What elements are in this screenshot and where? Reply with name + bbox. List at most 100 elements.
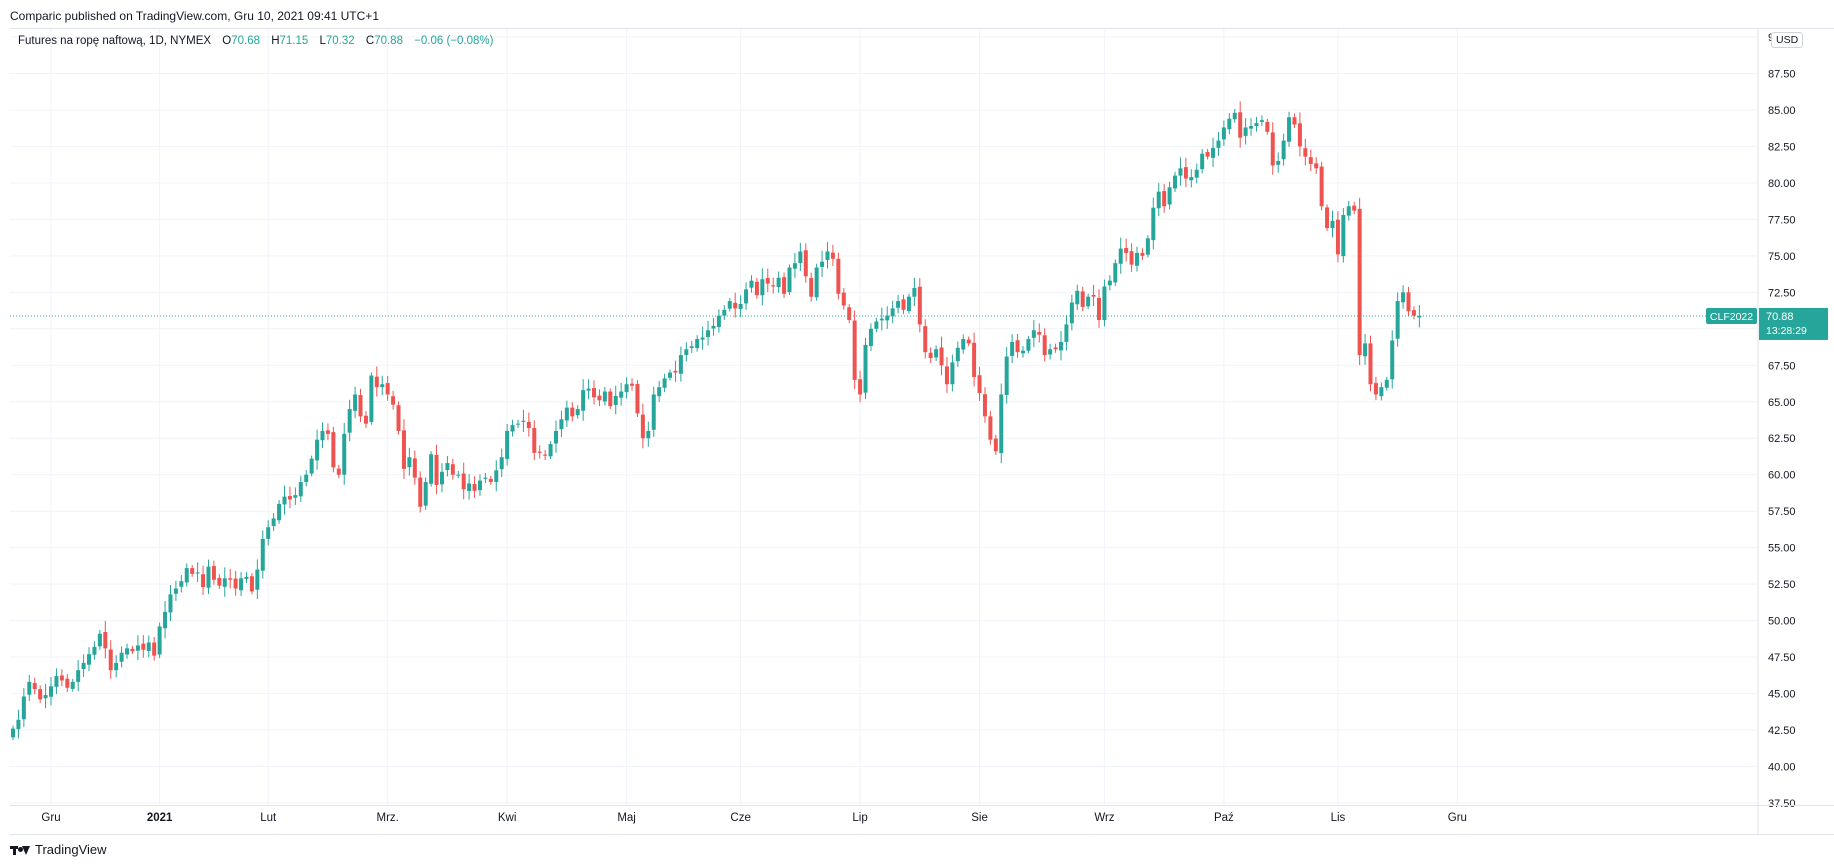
candle-body[interactable] xyxy=(906,296,911,312)
candle-body[interactable] xyxy=(814,267,819,298)
candle-body[interactable] xyxy=(602,391,607,402)
candle-body[interactable] xyxy=(260,538,265,571)
candle-body[interactable] xyxy=(1200,153,1205,170)
candle-body[interactable] xyxy=(1064,324,1069,342)
candle-body[interactable] xyxy=(1276,161,1281,165)
candle-body[interactable] xyxy=(146,642,151,651)
candle-body[interactable] xyxy=(874,321,879,329)
candle-body[interactable] xyxy=(87,654,92,665)
candle-body[interactable] xyxy=(217,578,222,586)
candle-body[interactable] xyxy=(1314,163,1319,169)
candle-body[interactable] xyxy=(890,308,895,317)
candle-body[interactable] xyxy=(439,471,444,485)
candle-body[interactable] xyxy=(515,423,520,425)
candle-body[interactable] xyxy=(733,302,738,309)
candle-body[interactable] xyxy=(532,428,537,453)
candle-body[interactable] xyxy=(939,347,944,366)
candle-body[interactable] xyxy=(744,289,749,304)
candle-body[interactable] xyxy=(787,267,792,293)
candle-body[interactable] xyxy=(640,414,645,439)
footer-brand[interactable]: TradingView xyxy=(10,842,107,857)
candle-body[interactable] xyxy=(1167,187,1172,205)
candle-body[interactable] xyxy=(1292,117,1297,125)
candle-body[interactable] xyxy=(858,379,863,395)
candle-body[interactable] xyxy=(374,376,379,388)
candle-body[interactable] xyxy=(673,370,678,373)
candle-body[interactable] xyxy=(803,250,808,277)
candle-body[interactable] xyxy=(1135,252,1140,266)
candle-body[interactable] xyxy=(336,468,341,475)
candle-body[interactable] xyxy=(1173,175,1178,189)
candle-body[interactable] xyxy=(521,420,526,422)
candle-body[interactable] xyxy=(999,394,1004,454)
candle-body[interactable] xyxy=(559,419,564,430)
candle-body[interactable] xyxy=(1259,120,1264,122)
candle-body[interactable] xyxy=(255,569,260,590)
candle-body[interactable] xyxy=(239,578,244,591)
candle-body[interactable] xyxy=(1183,167,1188,179)
candle-body[interactable] xyxy=(1091,294,1096,297)
candle-body[interactable] xyxy=(1406,292,1411,312)
candle-body[interactable] xyxy=(282,496,287,505)
candle-body[interactable] xyxy=(1341,215,1346,257)
candle-body[interactable] xyxy=(923,326,928,353)
candle-body[interactable] xyxy=(977,375,982,394)
candle-body[interactable] xyxy=(1189,177,1194,181)
candle-body[interactable] xyxy=(1053,347,1058,350)
candle-body[interactable] xyxy=(184,568,189,583)
candle-body[interactable] xyxy=(711,325,716,329)
candle-body[interactable] xyxy=(1156,191,1161,209)
candle-body[interactable] xyxy=(249,576,254,592)
candle-body[interactable] xyxy=(684,349,689,356)
candle-body[interactable] xyxy=(141,643,146,650)
candle-body[interactable] xyxy=(244,576,249,579)
candle-body[interactable] xyxy=(467,483,472,492)
candle-body[interactable] xyxy=(1390,340,1395,380)
candle-body[interactable] xyxy=(320,430,325,441)
candle-body[interactable] xyxy=(369,375,374,422)
candle-body[interactable] xyxy=(206,566,211,588)
candle-body[interactable] xyxy=(1015,340,1020,353)
candle-body[interactable] xyxy=(738,304,743,309)
candle-body[interactable] xyxy=(168,594,173,613)
candle-body[interactable] xyxy=(11,728,15,738)
candle-body[interactable] xyxy=(1303,148,1308,157)
candle-body[interactable] xyxy=(1086,296,1091,307)
candle-body[interactable] xyxy=(885,315,890,321)
candle-body[interactable] xyxy=(119,652,124,662)
candle-body[interactable] xyxy=(49,686,54,697)
candle-body[interactable] xyxy=(1102,286,1107,321)
candle-body[interactable] xyxy=(434,454,439,485)
candle-body[interactable] xyxy=(38,689,43,700)
candle-body[interactable] xyxy=(1058,341,1063,351)
candle-body[interactable] xyxy=(1254,123,1259,127)
candle-body[interactable] xyxy=(1227,118,1232,130)
candle-body[interactable] xyxy=(1243,127,1248,136)
currency-button[interactable]: USD xyxy=(1771,32,1804,48)
candle-body[interactable] xyxy=(1249,126,1254,129)
candle-body[interactable] xyxy=(1379,387,1384,397)
candle-body[interactable] xyxy=(450,464,455,475)
candle-body[interactable] xyxy=(477,480,482,491)
candle-body[interactable] xyxy=(461,473,466,490)
candle-body[interactable] xyxy=(1221,127,1226,140)
candle-body[interactable] xyxy=(342,433,347,475)
candle-body[interactable] xyxy=(43,695,48,699)
candle-body[interactable] xyxy=(309,458,314,474)
candle-body[interactable] xyxy=(651,394,656,430)
candle-body[interactable] xyxy=(586,388,591,391)
candle-body[interactable] xyxy=(570,407,575,417)
candle-body[interactable] xyxy=(1411,310,1416,316)
candle-body[interactable] xyxy=(678,355,683,374)
candle-body[interactable] xyxy=(130,648,135,652)
candle-body[interactable] xyxy=(1384,379,1389,388)
candle-body[interactable] xyxy=(1352,205,1357,211)
candle-body[interactable] xyxy=(277,503,282,521)
candle-body[interactable] xyxy=(548,444,553,457)
candle-body[interactable] xyxy=(510,425,515,432)
candle-body[interactable] xyxy=(966,339,971,344)
candle-body[interactable] xyxy=(782,277,787,294)
candle-body[interactable] xyxy=(1205,151,1210,157)
candle-body[interactable] xyxy=(955,347,960,362)
ticker-tag[interactable] xyxy=(1706,307,1757,324)
